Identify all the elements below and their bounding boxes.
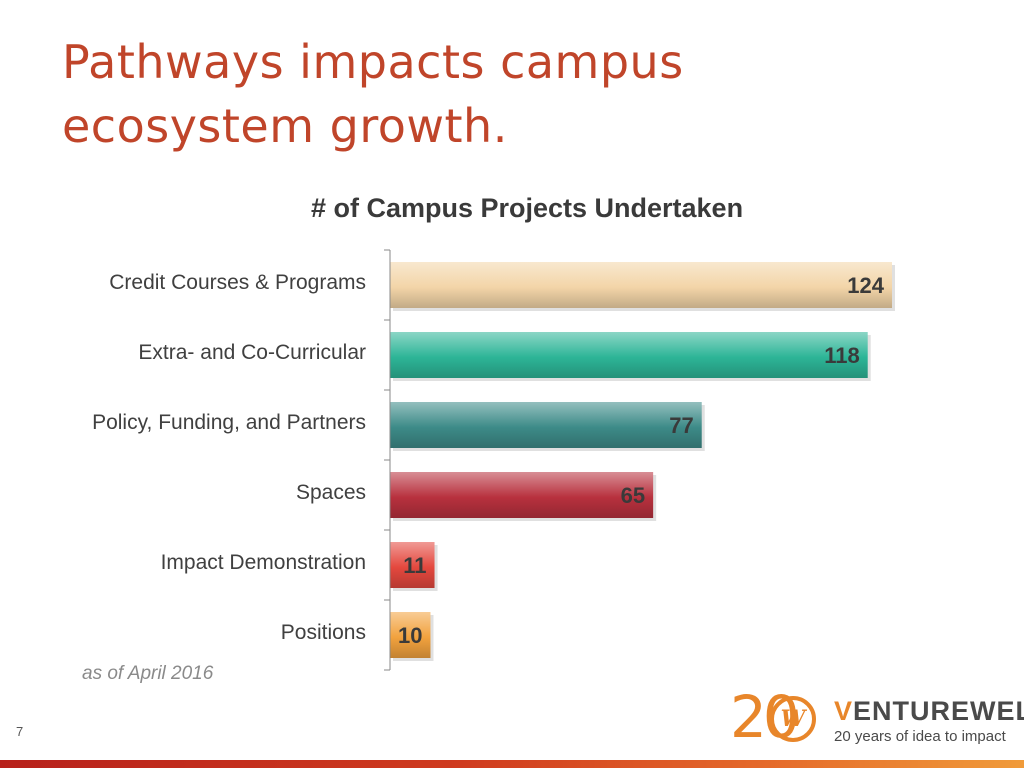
logo-w-icon: W: [770, 696, 816, 742]
value-label: 65: [621, 483, 645, 508]
logo-name-rest: ENTUREWELL: [853, 696, 1024, 726]
venturewell-logo: 20 W VENTUREWELL 20 years of idea to imp…: [726, 684, 1024, 754]
category-label: Impact Demonstration: [161, 551, 366, 574]
category-label: Policy, Funding, and Partners: [92, 411, 366, 434]
bar-2: [390, 332, 868, 378]
value-label: 118: [824, 343, 860, 368]
bar-1: [390, 262, 892, 308]
bar-4: [390, 472, 654, 518]
bar-5: [390, 542, 435, 588]
logo-tagline: 20 years of idea to impact: [834, 728, 1006, 745]
data-date-note: as of April 2016: [82, 663, 214, 684]
category-label: Extra- and Co-Curricular: [138, 341, 366, 364]
value-label: 77: [669, 413, 693, 438]
logo-name: VENTUREWELL: [834, 696, 1024, 727]
bar-3: [390, 402, 702, 448]
value-label: 124: [847, 273, 884, 298]
category-label: Positions: [281, 621, 366, 644]
chart-title: # of Campus Projects Undertaken: [310, 193, 744, 223]
bottom-accent-bar: [0, 760, 1024, 768]
bar-chart: 124 118 77 65 11 10 Credit Courses & Programs…: [92, 249, 895, 671]
logo-name-accent: V: [834, 696, 854, 726]
bar-6: [390, 612, 431, 658]
value-label: 11: [403, 553, 426, 578]
category-label: Credit Courses & Programs: [109, 271, 366, 294]
value-label: 10: [398, 623, 422, 648]
category-label: Spaces: [296, 481, 366, 504]
page-number: 7: [16, 724, 24, 739]
slide-title: Pathways impacts campus ecosystem growth…: [62, 35, 684, 153]
